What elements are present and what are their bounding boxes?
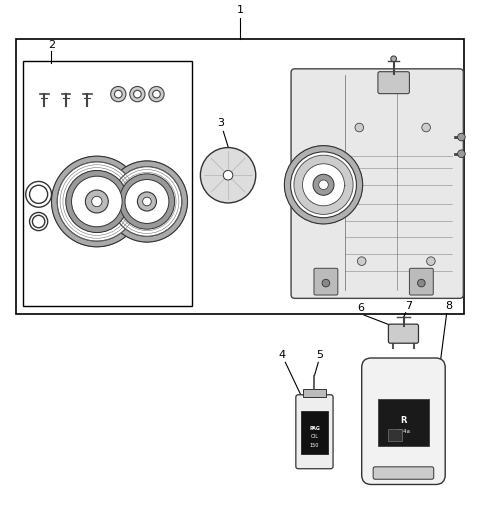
Circle shape <box>66 170 128 232</box>
Text: R: R <box>400 416 407 424</box>
Circle shape <box>284 145 363 224</box>
Circle shape <box>427 257 435 265</box>
Text: 1: 1 <box>237 5 243 15</box>
Text: 7: 7 <box>405 301 412 311</box>
Circle shape <box>111 87 126 102</box>
Circle shape <box>33 216 45 228</box>
Text: 5: 5 <box>317 350 324 360</box>
Circle shape <box>149 87 164 102</box>
Text: OIL: OIL <box>311 434 318 439</box>
Circle shape <box>85 190 108 213</box>
FancyBboxPatch shape <box>409 268 433 295</box>
Circle shape <box>112 166 182 237</box>
Text: 6: 6 <box>357 303 364 313</box>
FancyBboxPatch shape <box>296 395 333 468</box>
Circle shape <box>457 150 465 158</box>
FancyBboxPatch shape <box>378 72 409 94</box>
Bar <box>378 398 429 446</box>
Circle shape <box>358 257 366 265</box>
Circle shape <box>72 176 122 227</box>
Circle shape <box>391 56 396 61</box>
Bar <box>388 429 402 441</box>
FancyBboxPatch shape <box>373 467 434 479</box>
Circle shape <box>51 156 142 247</box>
Circle shape <box>418 279 425 287</box>
Circle shape <box>355 123 364 132</box>
FancyBboxPatch shape <box>362 358 445 484</box>
Text: 3: 3 <box>217 118 225 129</box>
Circle shape <box>133 90 141 98</box>
Text: PAG: PAG <box>309 425 320 431</box>
Circle shape <box>143 197 151 206</box>
Text: 2: 2 <box>48 40 55 50</box>
Circle shape <box>290 152 357 218</box>
Circle shape <box>115 90 122 98</box>
Circle shape <box>223 170 233 180</box>
Circle shape <box>313 174 334 195</box>
Circle shape <box>137 192 156 211</box>
Circle shape <box>125 180 169 223</box>
Circle shape <box>107 161 188 242</box>
Circle shape <box>294 155 353 215</box>
Circle shape <box>119 174 175 229</box>
Bar <box>303 389 326 397</box>
Circle shape <box>153 90 160 98</box>
Circle shape <box>457 133 465 141</box>
Circle shape <box>92 196 102 207</box>
Circle shape <box>422 123 431 132</box>
Bar <box>300 412 328 455</box>
FancyBboxPatch shape <box>314 268 338 295</box>
Circle shape <box>200 147 256 203</box>
FancyBboxPatch shape <box>291 69 463 298</box>
Text: 8: 8 <box>445 301 452 311</box>
Circle shape <box>319 180 328 189</box>
Bar <box>23 61 192 307</box>
Circle shape <box>130 87 145 102</box>
Bar <box>16 39 464 314</box>
Circle shape <box>322 279 330 287</box>
Circle shape <box>302 164 345 206</box>
Text: 4: 4 <box>278 350 285 360</box>
Text: 134a: 134a <box>396 429 411 434</box>
Circle shape <box>57 162 136 241</box>
Text: 150: 150 <box>310 443 319 448</box>
Circle shape <box>30 185 48 203</box>
FancyBboxPatch shape <box>388 324 419 343</box>
